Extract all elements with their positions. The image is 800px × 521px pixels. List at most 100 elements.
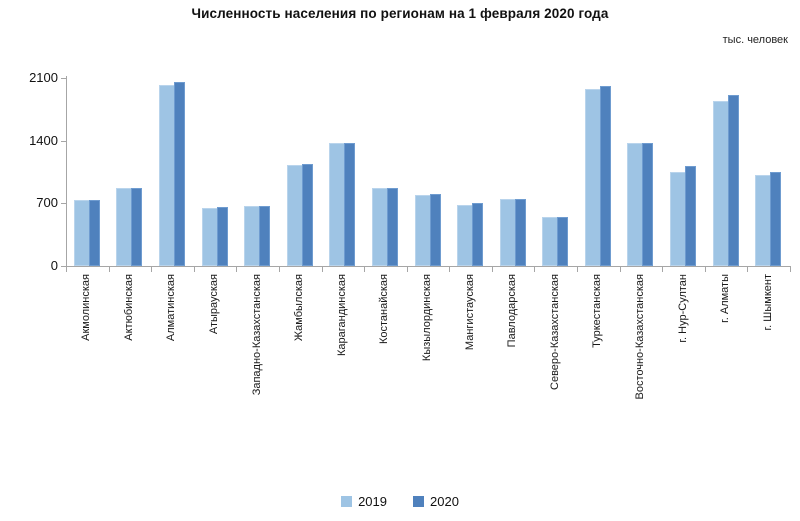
bar-2019[interactable] <box>159 85 175 266</box>
bar-2019[interactable] <box>202 208 218 266</box>
bar-2020[interactable] <box>557 217 568 266</box>
x-category-label: Алматинская <box>165 274 177 342</box>
x-tick-mark <box>577 266 578 272</box>
x-tick-mark <box>662 266 663 272</box>
x-tick-mark <box>279 266 280 272</box>
bar-group <box>415 78 442 266</box>
bar-2019[interactable] <box>457 205 473 266</box>
x-tick-mark <box>790 266 791 272</box>
x-category-label: Западно-Казахстанская <box>251 274 263 396</box>
bar-2020[interactable] <box>302 164 313 266</box>
bar-2019[interactable] <box>244 206 260 266</box>
bar-2020[interactable] <box>685 166 696 266</box>
x-tick-mark <box>534 266 535 272</box>
bar-2019[interactable] <box>713 101 729 266</box>
x-tick-mark <box>407 266 408 272</box>
x-category-label: Атырауская <box>208 274 220 335</box>
bar-group <box>627 78 654 266</box>
bar-2020[interactable] <box>259 206 270 266</box>
bar-2019[interactable] <box>329 143 345 266</box>
bar-group <box>372 78 399 266</box>
x-tick-mark <box>747 266 748 272</box>
y-tick-label: 700 <box>36 195 58 211</box>
x-category-label: Кызылординская <box>421 274 433 362</box>
bar-2019[interactable] <box>500 199 516 266</box>
chart-title: Численность населения по регионам на 1 ф… <box>191 6 609 21</box>
bar-2019[interactable] <box>415 195 431 266</box>
bar-2019[interactable] <box>670 172 686 266</box>
y-tick-label: 0 <box>50 258 58 273</box>
bar-2020[interactable] <box>387 188 398 266</box>
bar-group <box>116 78 143 266</box>
y-tick-mark <box>61 140 66 142</box>
x-category-label: Костанайская <box>378 274 390 345</box>
legend-item[interactable]: 2019 <box>341 494 387 509</box>
chart-legend: 2019 2020 <box>0 494 800 509</box>
bar-2020[interactable] <box>600 86 611 266</box>
x-category-label: Актюбинская <box>123 274 135 341</box>
chart-unit-label: тыс. человек <box>722 34 788 46</box>
y-tick-mark <box>61 266 66 267</box>
bar-2019[interactable] <box>287 165 303 266</box>
bar-group <box>159 78 186 266</box>
x-axis-line <box>66 266 790 267</box>
bar-2020[interactable] <box>344 143 355 266</box>
x-tick-mark <box>151 266 152 272</box>
bar-group <box>670 78 697 266</box>
y-tick-mark <box>61 203 66 205</box>
x-tick-mark <box>449 266 450 272</box>
x-category-label: г. Шымкент <box>762 274 774 331</box>
bar-2019[interactable] <box>755 175 771 266</box>
plot-area <box>66 78 790 266</box>
bar-group <box>457 78 484 266</box>
x-tick-mark <box>705 266 706 272</box>
bar-group <box>585 78 612 266</box>
bar-2020[interactable] <box>515 199 526 266</box>
bar-2019[interactable] <box>627 143 643 266</box>
bar-2020[interactable] <box>728 95 739 266</box>
x-tick-mark <box>492 266 493 272</box>
bar-group <box>500 78 527 266</box>
x-category-label: Северо-Казахстанская <box>549 274 561 390</box>
x-category-label: Акмолинская <box>80 274 92 341</box>
bar-group <box>755 78 782 266</box>
legend-swatch-icon <box>413 496 424 507</box>
bar-group <box>542 78 569 266</box>
legend-item[interactable]: 2020 <box>413 494 459 509</box>
bar-2019[interactable] <box>585 89 601 266</box>
x-tick-mark <box>620 266 621 272</box>
bar-group <box>329 78 356 266</box>
x-category-label: Мангистауская <box>464 274 476 351</box>
y-axis: 0 700 1400 2100 <box>0 0 58 521</box>
bar-2020[interactable] <box>217 207 228 266</box>
bar-2020[interactable] <box>89 200 100 266</box>
bar-group <box>202 78 229 266</box>
x-category-label: г. Нур-Султан <box>677 274 689 343</box>
bar-2020[interactable] <box>174 82 185 266</box>
bar-2020[interactable] <box>642 143 653 266</box>
bar-2019[interactable] <box>116 188 132 266</box>
bar-2019[interactable] <box>372 188 388 266</box>
bar-2019[interactable] <box>542 217 558 266</box>
x-tick-mark <box>66 266 67 272</box>
bar-group <box>74 78 101 266</box>
x-category-label: Восточно-Казахстанская <box>634 274 646 400</box>
bar-2020[interactable] <box>131 188 142 266</box>
x-tick-mark <box>109 266 110 272</box>
y-tick-mark <box>61 78 66 79</box>
x-tick-mark <box>364 266 365 272</box>
x-category-label: Павлодарская <box>506 274 518 348</box>
x-tick-mark <box>194 266 195 272</box>
bar-group <box>287 78 314 266</box>
x-category-label: г. Алматы <box>719 274 731 323</box>
x-category-label: Карагандинская <box>336 274 348 356</box>
y-axis-line <box>66 76 67 268</box>
legend-label: 2019 <box>358 494 387 509</box>
bar-2020[interactable] <box>430 194 441 266</box>
x-tick-mark <box>322 266 323 272</box>
bar-2019[interactable] <box>74 200 90 266</box>
y-tick-label: 1400 <box>29 132 58 148</box>
bar-2020[interactable] <box>472 203 483 266</box>
bar-2020[interactable] <box>770 172 781 266</box>
